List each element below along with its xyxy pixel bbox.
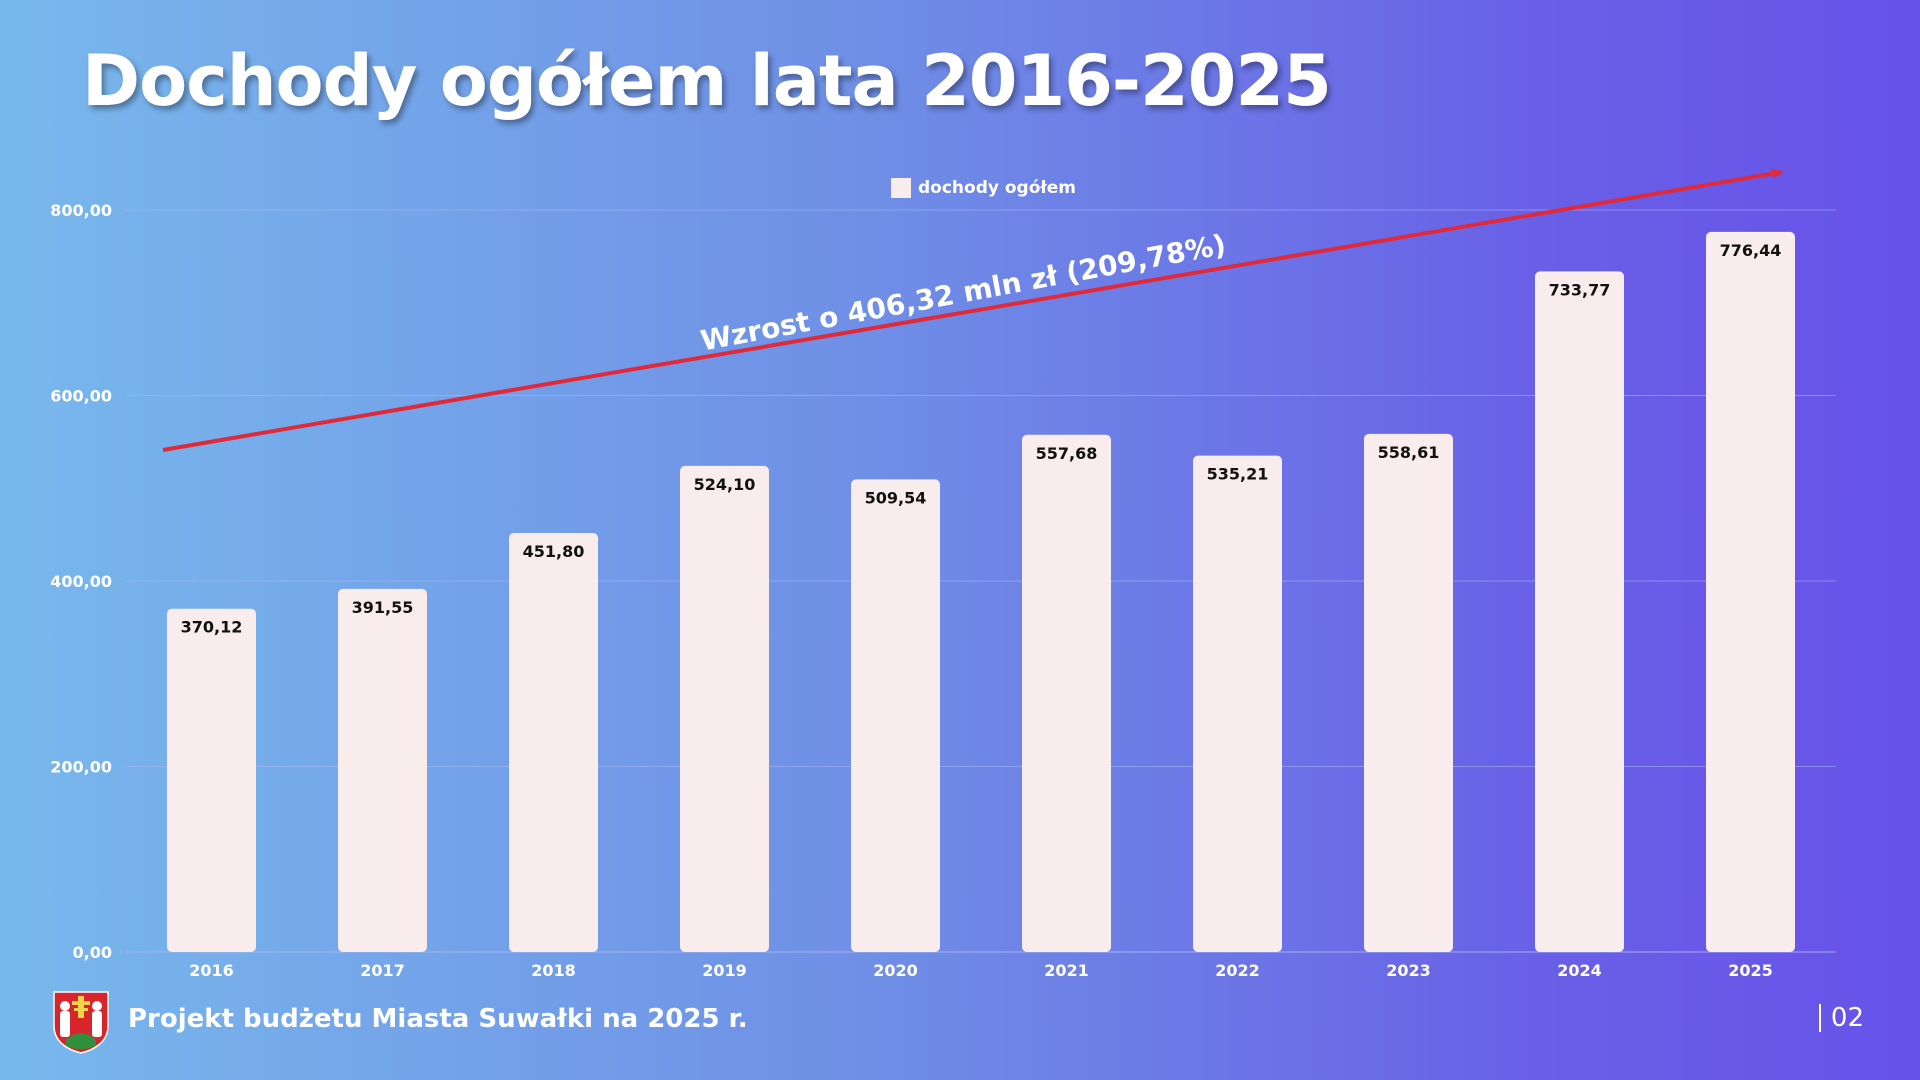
x-tick-label: 2018 <box>531 961 576 980</box>
y-tick-label: 200,00 <box>50 758 112 777</box>
bar-2023 <box>1364 433 1453 952</box>
y-tick-label: 400,00 <box>50 572 112 591</box>
x-tick-label: 2017 <box>360 961 405 980</box>
bar-value-label: 391,55 <box>352 598 414 617</box>
y-tick-label: 0,00 <box>73 943 112 962</box>
slide-title: Dochody ogółem lata 2016-2025 <box>82 40 1332 122</box>
city-coat-of-arms-logo <box>52 990 110 1058</box>
x-tick-label: 2024 <box>1557 961 1602 980</box>
x-tick-label: 2020 <box>873 961 918 980</box>
bar-value-label: 370,12 <box>181 618 243 637</box>
bar-2018 <box>509 532 598 952</box>
bar-2020 <box>851 479 940 952</box>
x-tick-label: 2025 <box>1728 961 1773 980</box>
bar-value-label: 733,77 <box>1549 280 1611 299</box>
bar-2017 <box>338 588 427 952</box>
growth-annotation: Wzrost o 406,32 mln zł (209,78%) <box>698 228 1228 358</box>
x-tick-label: 2023 <box>1386 961 1431 980</box>
page-number: 02 <box>1818 1004 1864 1032</box>
bar-value-label: 524,10 <box>694 475 756 494</box>
legend-label: dochody ogółem <box>918 178 1076 198</box>
bar-value-label: 557,68 <box>1036 444 1098 463</box>
bar-value-label: 451,80 <box>523 542 585 561</box>
bar-2016 <box>167 608 256 952</box>
x-tick-label: 2021 <box>1044 961 1089 980</box>
bar-2022 <box>1193 455 1282 952</box>
bar-value-label: 535,21 <box>1207 465 1269 484</box>
y-tick-label: 800,00 <box>50 201 112 220</box>
footer-title: Projekt budżetu Miasta Suwałki na 2025 r… <box>128 1004 748 1034</box>
bar-value-label: 558,61 <box>1378 443 1440 462</box>
bar-value-label: 509,54 <box>865 488 927 507</box>
bar-2021 <box>1022 434 1111 952</box>
x-tick-label: 2022 <box>1215 961 1260 980</box>
bar-2024 <box>1535 271 1624 952</box>
x-tick-label: 2016 <box>189 961 234 980</box>
bar-2019 <box>680 465 769 952</box>
y-tick-label: 600,00 <box>50 387 112 406</box>
bar-value-label: 776,44 <box>1720 241 1782 260</box>
legend-swatch <box>891 178 911 198</box>
bar-2025 <box>1706 231 1795 952</box>
chart-legend: dochody ogółem <box>891 178 1076 198</box>
trend-arrow <box>162 168 1784 452</box>
x-tick-label: 2019 <box>702 961 747 980</box>
